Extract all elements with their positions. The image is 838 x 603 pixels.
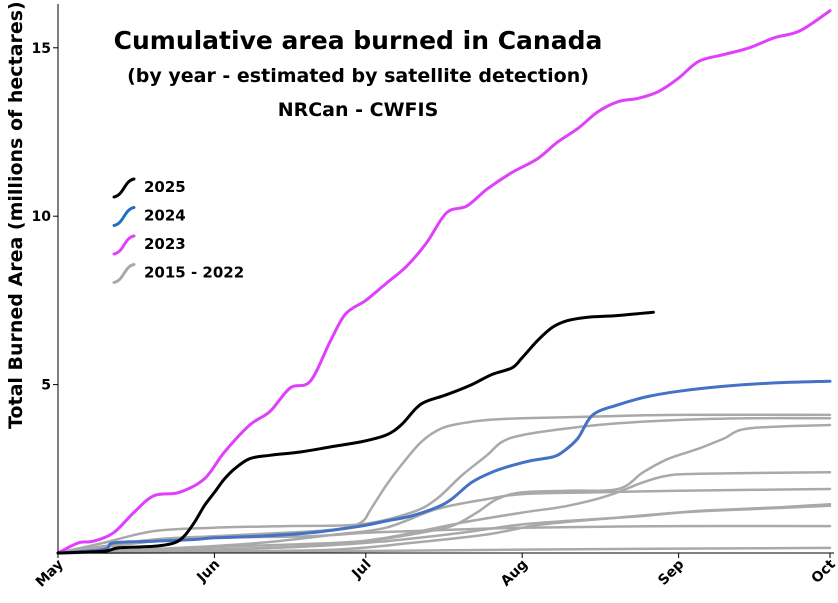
legend-label: 2023 xyxy=(144,235,186,253)
series-line-2015-2022-a xyxy=(56,413,832,555)
series-line-2015-2022-e xyxy=(56,487,832,555)
x-tick-label: Aug xyxy=(498,557,531,590)
x-tick-label: Sep xyxy=(655,557,687,589)
series-line-2023 xyxy=(56,9,832,555)
legend-swatch xyxy=(112,177,136,199)
y-axis-label: Total Burned Area (millions of hectares) xyxy=(5,1,27,429)
y-tick-label: 5 xyxy=(41,378,51,394)
legend-swatch xyxy=(112,206,136,227)
legend-label: 2024 xyxy=(144,207,186,225)
chart-title: Cumulative area burned in Canada xyxy=(114,26,603,55)
series-line-2015-2022-b xyxy=(56,416,832,555)
series-line-2024 xyxy=(56,379,832,555)
x-tick-label: May xyxy=(33,557,67,591)
x-tick-label: Jun xyxy=(193,557,223,587)
x-tick-label: Jul xyxy=(348,557,374,583)
chart-subtitle: (by year - estimated by satellite detect… xyxy=(127,65,589,87)
series-line-2015-2022-d xyxy=(56,470,832,555)
legend-swatch xyxy=(112,234,136,256)
legend-swatch xyxy=(112,263,136,284)
x-tick-label: Oct xyxy=(808,556,838,587)
y-tick-label: 10 xyxy=(32,209,52,225)
y-axis-ticks: 5 10 15 xyxy=(32,41,58,394)
legend-label: 2015 - 2022 xyxy=(144,264,244,282)
series-line-2025 xyxy=(56,310,655,555)
legend-label: 2025 xyxy=(144,178,186,196)
x-axis-ticks: May Jun Jul Aug Sep Oct xyxy=(33,553,838,591)
chart-subtitle-source: NRCan - CWFIS xyxy=(278,99,439,121)
series-layer xyxy=(56,9,832,555)
series-line-2015-2022-i xyxy=(56,546,832,555)
y-tick-label: 15 xyxy=(32,41,51,57)
legend: 2025 2024 2023 2015 - 2022 xyxy=(112,177,244,284)
